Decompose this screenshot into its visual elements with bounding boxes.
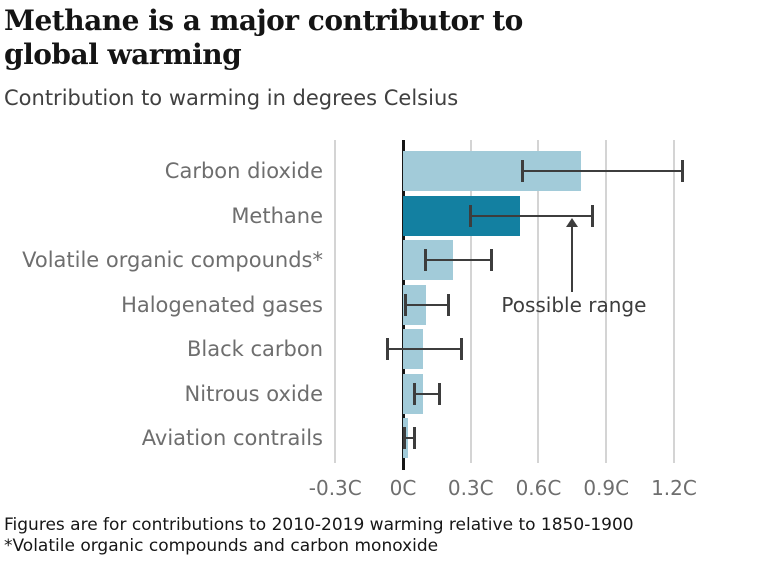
- error-bar-cap: [681, 160, 685, 182]
- annotation-arrow-shaft: [570, 223, 573, 292]
- x-tick-label: -0.3C: [308, 476, 362, 500]
- error-bar-cap: [402, 427, 406, 449]
- error-bar-cap: [591, 204, 595, 227]
- error-bar: [404, 437, 415, 439]
- category-label: Methane: [231, 203, 323, 228]
- gridline: [469, 140, 472, 463]
- x-tick-label: 0.9C: [583, 476, 630, 500]
- gridline: [334, 140, 337, 463]
- gridline: [605, 140, 608, 463]
- annotation-label: Possible range: [501, 293, 647, 317]
- error-bar-cap: [446, 293, 450, 316]
- error-bar-cap: [437, 382, 441, 405]
- error-bar-cap: [489, 249, 493, 271]
- category-label: Halogenated gases: [121, 292, 323, 317]
- annotation-arrowhead: [565, 217, 578, 227]
- bar-chart: Carbon dioxide Methane Volatile organic co…: [0, 140, 768, 510]
- error-bar: [405, 303, 449, 306]
- category-label: Carbon dioxide: [164, 159, 323, 183]
- error-bar: [425, 259, 492, 261]
- error-bar-cap: [385, 338, 389, 360]
- error-bar: [522, 170, 683, 172]
- chart-title-line2: global warming: [4, 38, 242, 71]
- category-axis: Carbon dioxide Methane Volatile organic co…: [0, 140, 323, 465]
- error-bar-cap: [412, 382, 416, 405]
- x-tick-label: 0.3C: [447, 476, 494, 500]
- error-bar: [414, 392, 440, 395]
- plot-area: -0.3C 0C 0.3C 0.6C 0.9C 1.2C Possible range: [309, 140, 768, 510]
- chart-subtitle: Contribution to warming in degrees Celsi…: [4, 86, 459, 110]
- error-bar-cap: [521, 160, 525, 182]
- chart-footnote: Figures are for contributions to 2010-20…: [4, 515, 634, 557]
- x-tick-label: 0.6C: [515, 476, 562, 500]
- error-bar-cap: [403, 293, 407, 316]
- error-bar: [470, 214, 593, 217]
- error-bar-cap: [460, 338, 464, 360]
- category-label: Black carbon: [186, 337, 323, 361]
- category-label: Aviation contrails: [141, 426, 323, 450]
- chart-title-line1: Methane is a major contributor to: [4, 4, 523, 37]
- footnote-line2: *Volatile organic compounds and carbon m…: [4, 536, 439, 556]
- error-bar-cap: [469, 204, 473, 227]
- x-tick-label: 0C: [389, 476, 417, 500]
- chart-title: Methane is a major contributor to global…: [4, 4, 604, 72]
- category-label: Nitrous oxide: [184, 381, 323, 406]
- footnote-line1: Figures are for contributions to 2010-20…: [4, 515, 634, 535]
- error-bar-cap: [412, 427, 416, 449]
- gridline: [672, 140, 675, 463]
- gridline: [537, 140, 540, 463]
- error-bar: [387, 348, 462, 350]
- error-bar-cap: [424, 249, 428, 271]
- x-tick-label: 1.2C: [651, 476, 697, 500]
- category-label: Volatile organic compounds*: [22, 248, 323, 272]
